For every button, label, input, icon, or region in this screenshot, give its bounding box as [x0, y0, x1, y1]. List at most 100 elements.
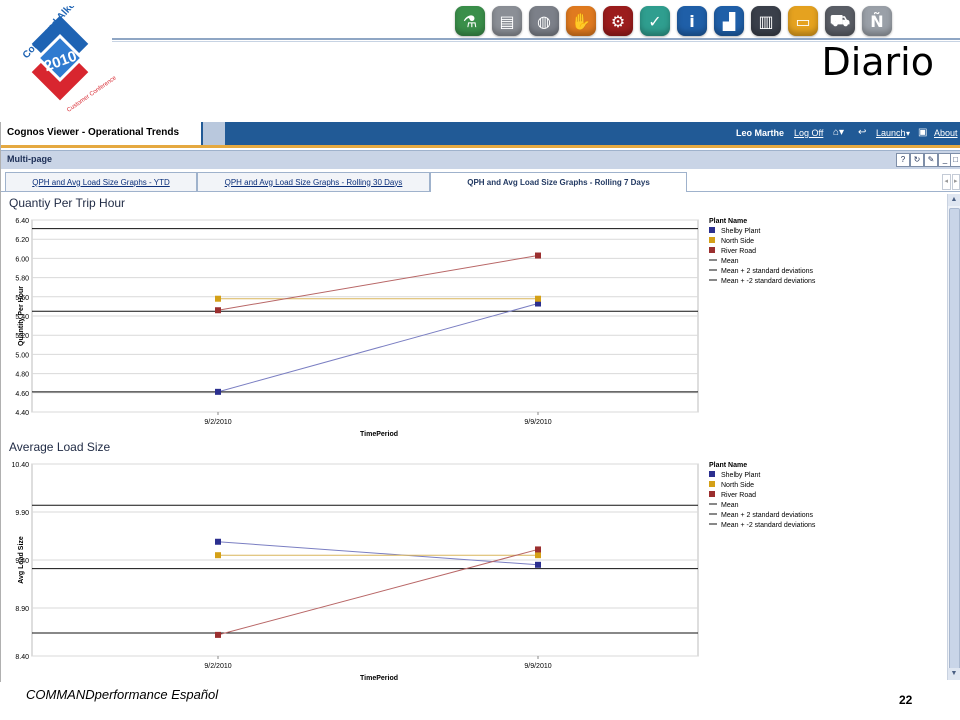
chart-2-y-axis-title: Avg Load Size — [18, 536, 25, 584]
chart-1-series-line — [217, 303, 539, 393]
chart-1-y-tick-label: 4.60 — [15, 391, 29, 398]
header-rule-light — [112, 41, 960, 42]
top-accent-strip — [1, 145, 960, 148]
header-rule — [112, 38, 960, 40]
log-off-link[interactable]: Log Off — [794, 128, 824, 138]
chart-2-x-tick-label: 9/9/2010 — [524, 663, 551, 670]
chart-1-legend-label: Mean — [721, 258, 739, 265]
viewer-title: Cognos Viewer - Operational Trends — [7, 127, 180, 138]
chart-2-data-point — [535, 546, 541, 553]
launch-chevron-icon[interactable]: ▾ — [906, 129, 911, 138]
chart-1-legend-label: River Road — [721, 248, 756, 255]
gears-icon[interactable]: ⚙ — [603, 6, 633, 36]
chart-2-legend-label: Mean + 2 standard deviations — [721, 512, 814, 519]
chart-2-y-tick-label: 9.90 — [15, 510, 29, 517]
chart-1-legend-label: North Side — [721, 238, 754, 245]
slide-title: Diario — [821, 40, 934, 84]
tab-rolling-30-days[interactable]: QPH and Avg Load Size Graphs - Rolling 3… — [197, 172, 430, 191]
chart-2-y-tick-label: 8.40 — [15, 654, 29, 661]
tab-rolling-7-days[interactable]: QPH and Avg Load Size Graphs - Rolling 7… — [430, 172, 687, 192]
chart-2-data-point — [535, 561, 541, 568]
chart-2-legend-label: River Road — [721, 492, 756, 499]
report-tabs: QPH and Avg Load Size Graphs - YTD QPH a… — [1, 169, 960, 192]
slide-icon-bar: ⚗ ▤ ◍ ✋ ⚙ ✓ i ▟ ▥ ▭ ⛟ Ñ — [455, 6, 892, 36]
about-link[interactable]: About — [934, 128, 958, 138]
chart-2-legend-label: North Side — [721, 482, 754, 489]
chart-1-legend-title: Plant Name — [709, 218, 747, 225]
chart-2-y-tick-label: 9.40 — [15, 558, 29, 565]
flask-icon[interactable]: ⚗ — [455, 6, 485, 36]
title-separator — [203, 122, 225, 145]
maximize-icon[interactable]: □ — [950, 153, 960, 167]
multipage-label: Multi-page — [7, 154, 52, 164]
chart-1-legend-swatch — [709, 237, 715, 243]
page-number: 22 — [899, 693, 913, 707]
chart-2-legend-swatch — [709, 491, 715, 497]
home-icon[interactable]: ⌂▾ — [833, 127, 845, 138]
chart-1-y-tick-label: 6.40 — [15, 218, 29, 225]
chart-1-x-tick-label: 9/9/2010 — [524, 419, 551, 426]
chart-1-y-tick-label: 5.60 — [15, 295, 29, 302]
chart-1-y-tick-label: 5.80 — [15, 276, 29, 283]
chart-1-y-tick-label: 5.40 — [15, 314, 29, 321]
checkmark-icon[interactable]: ✓ — [640, 6, 670, 36]
chart-1-data-point — [535, 300, 541, 307]
chart-1-data-point — [535, 252, 541, 259]
command-alkon-logo: 2010 Command Alkon Customer Conference — [21, 6, 116, 114]
chart-1-legend-label: Shelby Plant — [721, 228, 760, 235]
chart-1-y-axis-title: Quantity Per Hour — [18, 286, 25, 346]
chart-1-y-tick-label: 5.00 — [15, 352, 29, 359]
back-icon[interactable]: ↩ — [858, 127, 867, 138]
footer-text: COMMANDperformance Español — [26, 687, 219, 702]
chart-1-legend-label: Mean + -2 standard deviations — [721, 278, 816, 285]
globe-icon[interactable]: ◍ — [529, 6, 559, 36]
chart-2-legend-swatch — [709, 481, 715, 487]
chart-2-x-tick-label: 9/2/2010 — [204, 663, 231, 670]
chart-2-y-tick-label: 10.40 — [11, 462, 29, 469]
viewer-top-bar: Cognos Viewer - Operational Trends Leo M… — [1, 122, 960, 147]
road-icon[interactable]: ▤ — [492, 6, 522, 36]
chart-2-legend-title: Plant Name — [709, 462, 747, 469]
chart-2-legend-label: Mean + -2 standard deviations — [721, 522, 816, 529]
chart-1-y-tick-label: 4.80 — [15, 372, 29, 379]
chart-1-x-tick-label: 9/2/2010 — [204, 419, 231, 426]
chart-2-data-point — [215, 552, 221, 559]
chart-1-legend-label: Mean + 2 standard deviations — [721, 268, 814, 275]
chart-2-series-line — [217, 548, 539, 636]
chart-1-y-tick-label: 5.20 — [15, 333, 29, 340]
chart-1-legend-swatch — [709, 227, 715, 233]
help-icon[interactable]: ? — [896, 153, 910, 167]
chart-2-legend-swatch — [709, 471, 715, 477]
hand-icon[interactable]: ✋ — [566, 6, 596, 36]
podium-icon[interactable]: ▟ — [714, 6, 744, 36]
chart-1-data-point — [215, 307, 221, 314]
edit-icon[interactable]: ✎ — [924, 153, 938, 167]
chart-1-title: Quantiy Per Trip Hour — [9, 196, 125, 210]
launch-menu[interactable]: Launch — [876, 128, 906, 138]
scroll-up-icon[interactable]: ▲ — [948, 194, 960, 206]
panels-icon[interactable]: ▥ — [751, 6, 781, 36]
cognos-viewer: Cognos Viewer - Operational Trends Leo M… — [0, 122, 960, 682]
tab-ytd[interactable]: QPH and Avg Load Size Graphs - YTD — [5, 172, 197, 191]
scroll-down-icon[interactable]: ▼ — [948, 668, 960, 680]
chart-1-series-line — [217, 255, 539, 311]
truck-icon[interactable]: ⛟ — [825, 6, 855, 36]
chart-2-x-axis-title: TimePeriod — [360, 675, 398, 682]
chart-2-data-point — [215, 538, 221, 545]
chart-2-series-line — [217, 541, 539, 566]
tab-scroll-left-icon[interactable]: ◂ — [942, 174, 951, 190]
chart-2-y-tick-label: 8.90 — [15, 606, 29, 613]
n-letter-icon[interactable]: Ñ — [862, 6, 892, 36]
about-icon[interactable]: ▣ — [918, 127, 928, 138]
refresh-icon[interactable]: ↻ — [910, 153, 924, 167]
chart-1-y-tick-label: 6.20 — [15, 237, 29, 244]
chart-1-legend-swatch — [709, 247, 715, 253]
screen-icon[interactable]: ▭ — [788, 6, 818, 36]
chart-2-title: Average Load Size — [9, 440, 111, 454]
chart-1-x-axis-title: TimePeriod — [360, 431, 398, 438]
chart-2-legend-label: Shelby Plant — [721, 472, 760, 479]
chart-1-data-point — [215, 295, 221, 302]
chart-2-legend-label: Mean — [721, 502, 739, 509]
info-icon[interactable]: i — [677, 6, 707, 36]
chart-1-data-point — [535, 295, 541, 302]
